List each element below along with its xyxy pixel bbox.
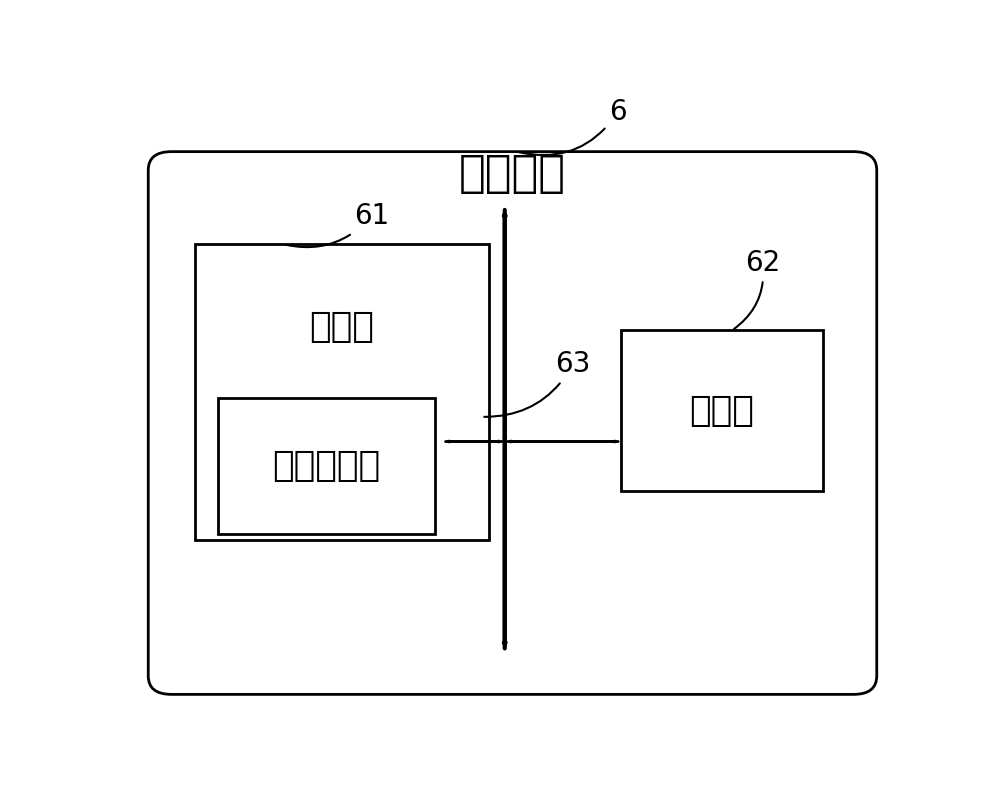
Text: 61: 61 <box>286 203 389 248</box>
Text: 63: 63 <box>484 350 590 417</box>
Bar <box>218 398 435 534</box>
Bar <box>195 244 489 540</box>
Text: 存储器: 存储器 <box>310 310 374 344</box>
FancyBboxPatch shape <box>148 151 877 694</box>
Bar <box>621 331 822 491</box>
Text: 处理器: 处理器 <box>689 393 754 428</box>
Text: 电子设备: 电子设备 <box>459 151 566 195</box>
Text: 6: 6 <box>519 98 627 155</box>
Text: 62: 62 <box>734 248 780 329</box>
Text: 计算机程序: 计算机程序 <box>272 449 381 483</box>
